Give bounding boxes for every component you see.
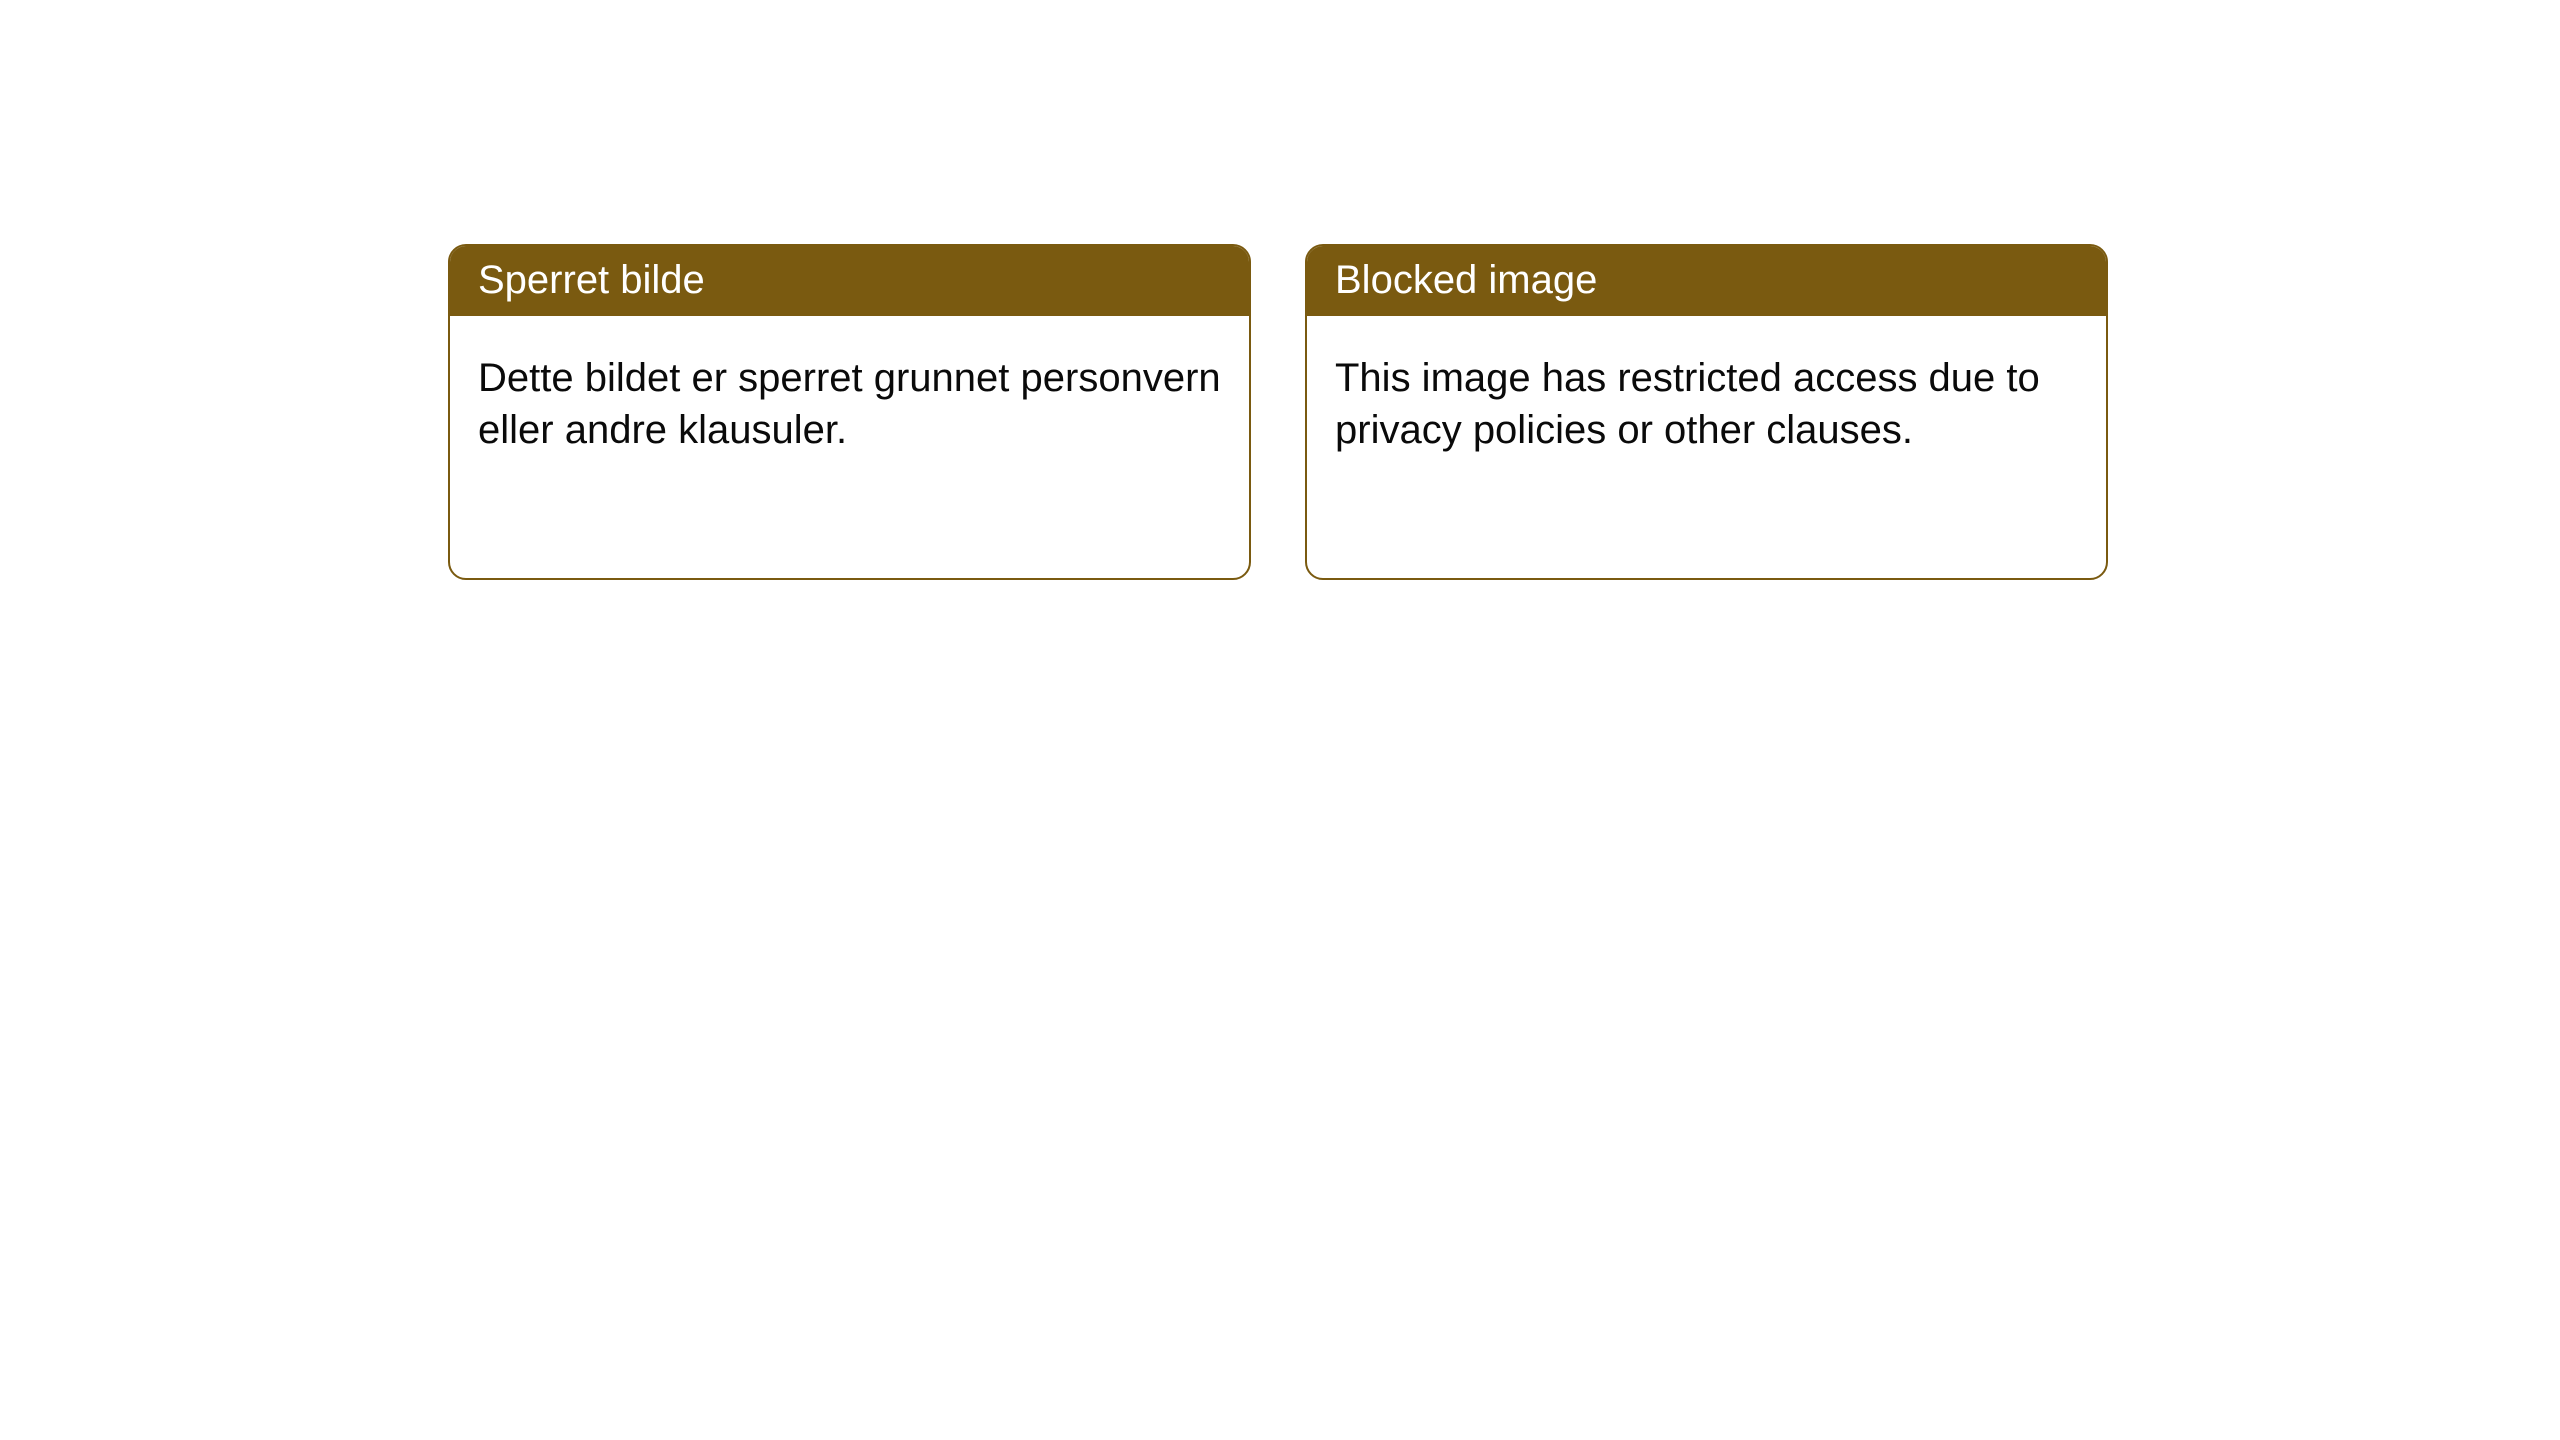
card-header: Sperret bilde bbox=[450, 246, 1249, 316]
notice-container: Sperret bilde Dette bildet er sperret gr… bbox=[0, 0, 2560, 580]
card-body: This image has restricted access due to … bbox=[1307, 316, 2106, 492]
notice-card-norwegian: Sperret bilde Dette bildet er sperret gr… bbox=[448, 244, 1251, 580]
notice-card-english: Blocked image This image has restricted … bbox=[1305, 244, 2108, 580]
card-header: Blocked image bbox=[1307, 246, 2106, 316]
card-body: Dette bildet er sperret grunnet personve… bbox=[450, 316, 1249, 492]
